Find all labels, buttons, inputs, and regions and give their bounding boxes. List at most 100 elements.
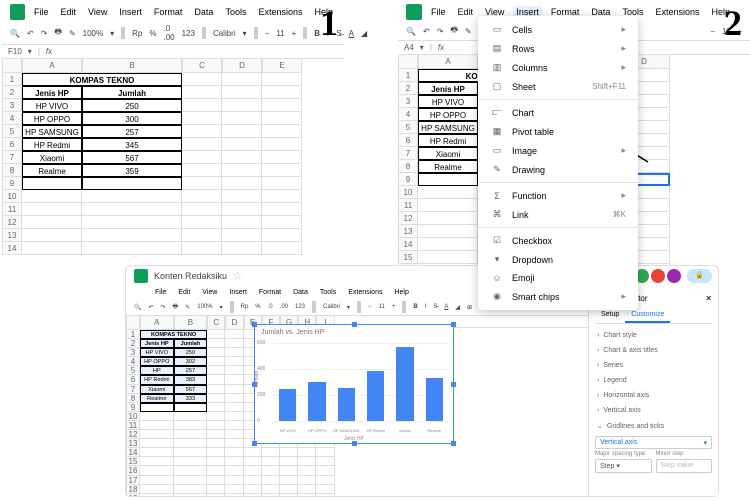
cell[interactable] <box>82 216 182 229</box>
cell[interactable]: 257 <box>174 366 208 375</box>
menu-extensions[interactable]: Extensions <box>255 6 305 18</box>
cell[interactable] <box>316 466 334 475</box>
cell[interactable] <box>82 242 182 255</box>
cell[interactable] <box>262 494 280 496</box>
cell[interactable] <box>298 485 316 494</box>
cell[interactable] <box>82 229 182 242</box>
cell[interactable] <box>22 203 82 216</box>
cell[interactable] <box>222 203 262 216</box>
cell[interactable]: Jumlah <box>174 339 208 348</box>
cell[interactable] <box>316 485 334 494</box>
cell[interactable]: 250 <box>174 348 208 357</box>
minor-step[interactable]: Step value <box>656 459 713 473</box>
cell[interactable] <box>222 86 262 99</box>
cell[interactable] <box>298 448 316 457</box>
cell[interactable] <box>207 348 225 357</box>
cell[interactable] <box>182 203 222 216</box>
cell[interactable] <box>222 216 262 229</box>
cell[interactable] <box>22 216 82 229</box>
editor-section-series[interactable]: › Series <box>595 358 712 373</box>
cell[interactable] <box>418 251 478 264</box>
cell[interactable]: Realme <box>22 164 82 177</box>
cell[interactable] <box>82 203 182 216</box>
cell[interactable] <box>174 494 208 496</box>
cell[interactable] <box>140 466 174 475</box>
cell[interactable] <box>244 457 262 466</box>
insert-sheet[interactable]: ▢SheetShift+F11 <box>478 77 638 96</box>
cell[interactable] <box>140 448 174 457</box>
cell[interactable] <box>298 476 316 485</box>
cell[interactable] <box>174 412 208 421</box>
cell[interactable] <box>207 412 225 421</box>
cell[interactable]: 333 <box>174 394 208 403</box>
insert-emoji[interactable]: ☺Emoji <box>478 269 638 287</box>
cell[interactable] <box>182 164 222 177</box>
axis-select[interactable]: Vertical axis ▾ <box>595 436 712 449</box>
menu-edit[interactable]: Edit <box>455 6 477 18</box>
cell[interactable] <box>244 466 262 475</box>
menu-view[interactable]: View <box>85 6 110 18</box>
cell[interactable] <box>182 99 222 112</box>
cell[interactable] <box>140 439 174 448</box>
cell[interactable] <box>140 403 174 412</box>
print-icon[interactable]: 🖶 <box>52 26 64 40</box>
menu-data[interactable]: Data <box>191 6 216 18</box>
cell[interactable] <box>222 190 262 203</box>
cell[interactable] <box>244 448 262 457</box>
print-icon[interactable]: 🖶 <box>448 24 460 38</box>
editor-section-vertical-axis[interactable]: › Vertical axis <box>595 403 712 418</box>
cell[interactable]: KOMPAS TEKNO <box>140 330 207 339</box>
menu-format[interactable]: Format <box>151 6 186 18</box>
cell[interactable] <box>280 448 298 457</box>
cell[interactable] <box>174 448 208 457</box>
insert-pivot-table[interactable]: ▦Pivot table <box>478 122 638 141</box>
share-button[interactable]: 🔒 <box>687 269 712 283</box>
cell[interactable]: 359 <box>82 164 182 177</box>
cell[interactable]: 302 <box>174 357 208 366</box>
cell[interactable] <box>140 494 174 496</box>
insert-dropdown[interactable]: ▾Dropdown <box>478 250 638 269</box>
cell[interactable] <box>207 439 225 448</box>
cell[interactable] <box>316 494 334 496</box>
cell[interactable] <box>207 448 225 457</box>
cell[interactable] <box>298 494 316 496</box>
cell[interactable] <box>140 412 174 421</box>
cell[interactable] <box>174 403 208 412</box>
cell[interactable] <box>207 494 225 496</box>
search-icon[interactable]: 🔍 <box>404 27 418 36</box>
textcolor-icon[interactable]: A <box>347 29 356 38</box>
cell[interactable]: HP SAMSUNG <box>140 366 174 375</box>
cell[interactable]: HP VIVO <box>140 348 174 357</box>
cell[interactable] <box>225 339 243 348</box>
cell[interactable] <box>207 385 225 394</box>
cell[interactable] <box>182 112 222 125</box>
cell[interactable] <box>174 439 208 448</box>
redo-icon[interactable]: ↷ <box>435 27 446 36</box>
cell[interactable]: HP VIVO <box>22 99 82 112</box>
cell[interactable] <box>225 421 243 430</box>
cell[interactable] <box>225 439 243 448</box>
cell[interactable] <box>207 394 225 403</box>
grid-1[interactable]: ABCDE1KOMPAS TEKNO2Jenis HPJumlah3HP VIV… <box>2 59 344 255</box>
cell[interactable]: Jenis HP <box>22 86 82 99</box>
doc-title[interactable]: Konten Redaksiku <box>154 271 227 281</box>
cell[interactable]: Xiaomi <box>22 151 82 164</box>
search-icon[interactable]: 🔍 <box>8 29 22 38</box>
cell[interactable] <box>207 403 225 412</box>
cell[interactable] <box>207 457 225 466</box>
cell[interactable] <box>207 430 225 439</box>
cell[interactable] <box>222 164 262 177</box>
cell[interactable]: Jenis HP <box>418 82 478 95</box>
cell[interactable] <box>182 177 222 190</box>
cell[interactable]: HP VIVO <box>418 95 478 108</box>
insert-rows[interactable]: ▤Rows▸ <box>478 39 638 58</box>
cell[interactable] <box>222 151 262 164</box>
avatar[interactable] <box>667 269 681 283</box>
cell[interactable]: HP Redmi <box>140 375 174 384</box>
redo-icon[interactable]: ↷ <box>39 29 50 38</box>
cell[interactable] <box>207 421 225 430</box>
cell[interactable] <box>225 366 243 375</box>
cell[interactable] <box>207 375 225 384</box>
cell[interactable] <box>262 177 302 190</box>
cell[interactable]: Xiaomi <box>140 385 174 394</box>
